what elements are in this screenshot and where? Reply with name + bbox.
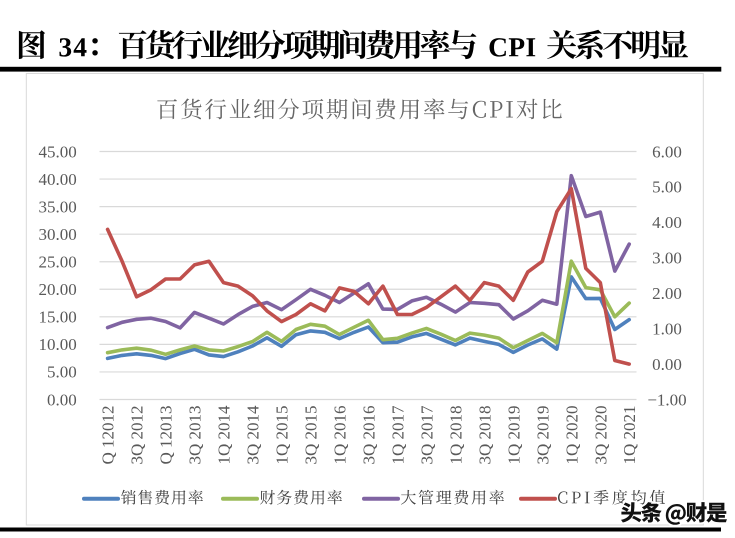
svg-text:3Q 2016: 3Q 2016 <box>359 405 378 464</box>
svg-text:3Q 2012: 3Q 2012 <box>128 405 147 464</box>
svg-text:45.00: 45.00 <box>38 142 76 161</box>
svg-text:3Q 2017: 3Q 2017 <box>417 405 436 465</box>
svg-text:5.00: 5.00 <box>47 363 77 382</box>
svg-text:5.00: 5.00 <box>652 178 682 197</box>
svg-text:20.00: 20.00 <box>38 280 76 299</box>
svg-text:Q 12012: Q 12012 <box>99 405 118 464</box>
svg-text:2.00: 2.00 <box>652 284 682 303</box>
svg-text:3Q 2014: 3Q 2014 <box>244 405 263 465</box>
svg-text:1Q 2020: 1Q 2020 <box>562 405 581 464</box>
svg-text:3.00: 3.00 <box>652 249 682 268</box>
svg-text:1Q 2015: 1Q 2015 <box>273 405 292 464</box>
svg-text:30.00: 30.00 <box>38 225 76 244</box>
svg-text:3Q 2013: 3Q 2013 <box>186 405 205 464</box>
svg-text:10.00: 10.00 <box>38 335 76 354</box>
svg-text:3Q 2015: 3Q 2015 <box>302 405 321 464</box>
svg-text:Q 12013: Q 12013 <box>157 405 176 464</box>
svg-text:3Q 2018: 3Q 2018 <box>475 405 494 464</box>
svg-text:1Q 2021: 1Q 2021 <box>620 405 639 464</box>
svg-text:6.00: 6.00 <box>652 142 682 161</box>
svg-text:35.00: 35.00 <box>38 197 76 216</box>
svg-text:1Q 2017: 1Q 2017 <box>388 405 407 465</box>
svg-text:0.00: 0.00 <box>47 390 77 409</box>
svg-text:1Q 2016: 1Q 2016 <box>330 405 349 464</box>
svg-text:1Q 2014: 1Q 2014 <box>215 405 234 465</box>
svg-text:1Q 2019: 1Q 2019 <box>504 405 523 464</box>
svg-text:1.00: 1.00 <box>652 319 682 338</box>
svg-text:3Q 2020: 3Q 2020 <box>591 405 610 464</box>
svg-text:15.00: 15.00 <box>38 308 76 327</box>
svg-text:4.00: 4.00 <box>652 213 682 232</box>
svg-text:25.00: 25.00 <box>38 253 76 272</box>
svg-text:40.00: 40.00 <box>38 170 76 189</box>
svg-text:3Q 2019: 3Q 2019 <box>533 405 552 464</box>
svg-text:−1.00: −1.00 <box>647 390 686 409</box>
svg-text:1Q 2018: 1Q 2018 <box>446 405 465 464</box>
svg-text:0.00: 0.00 <box>652 355 682 374</box>
